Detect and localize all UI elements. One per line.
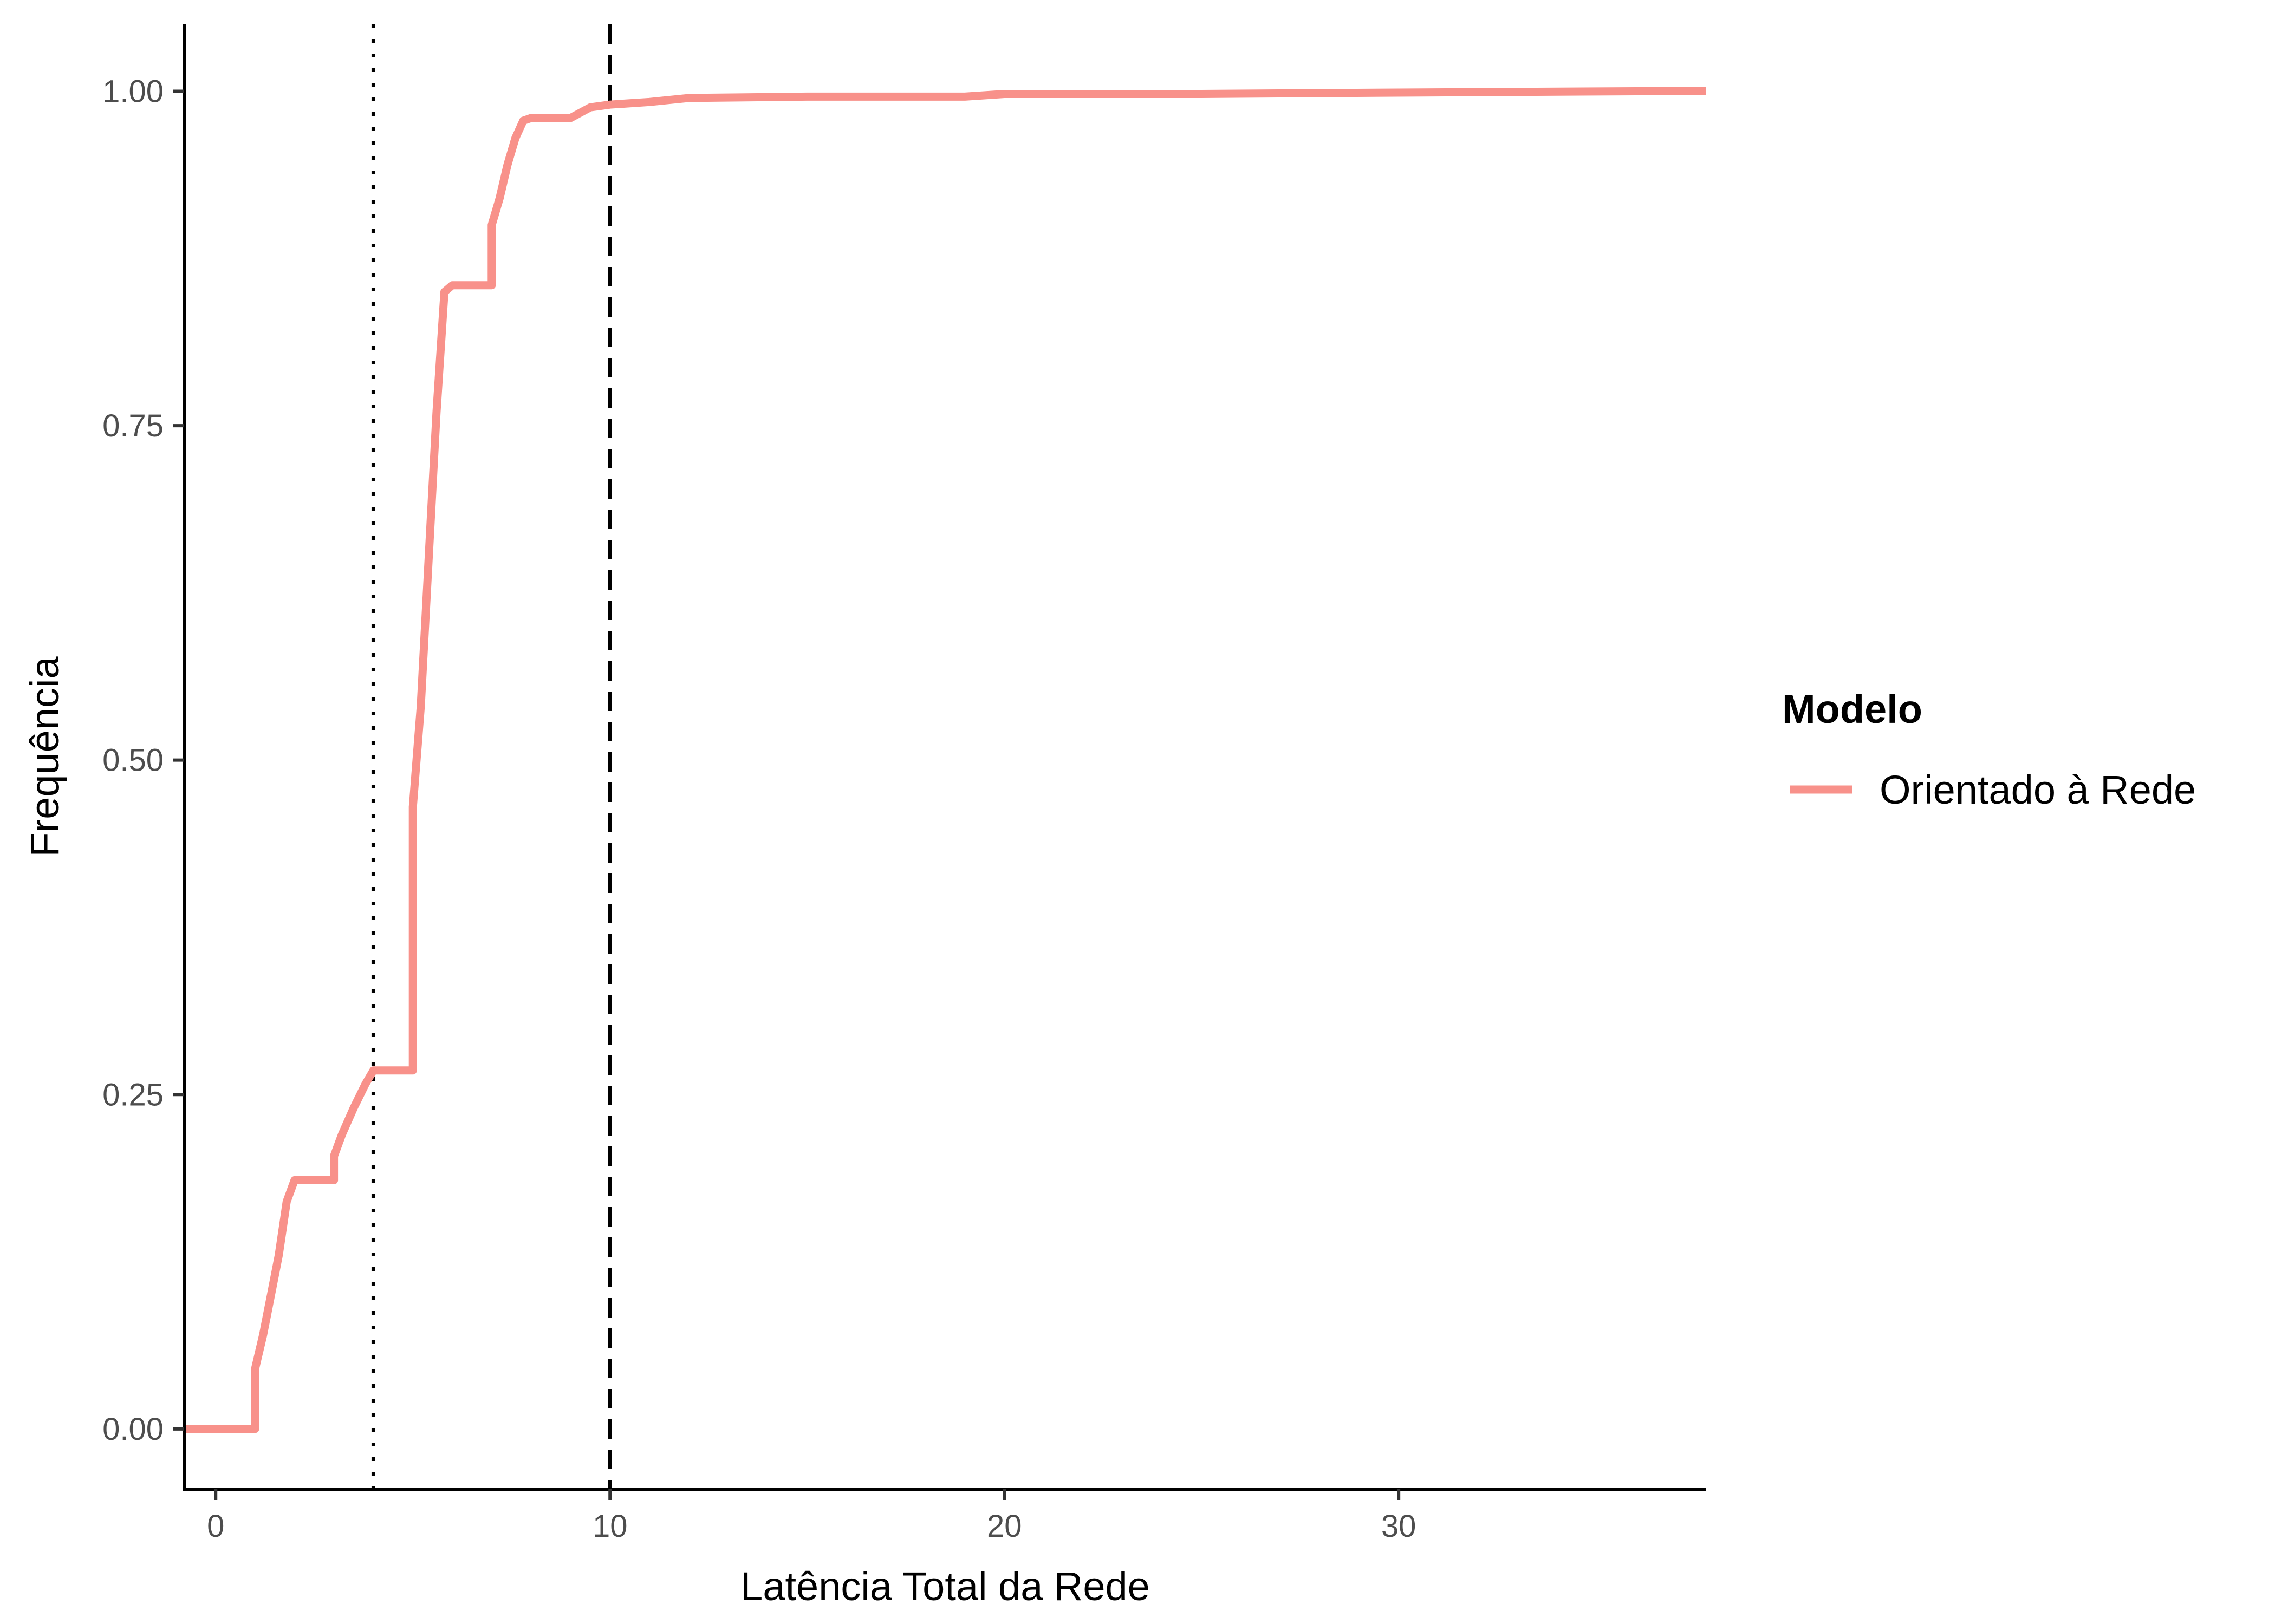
y-tick-label: 0.00 [102, 1412, 164, 1447]
series-line-0 [184, 87, 1706, 1433]
x-tick-label: 10 [593, 1509, 628, 1544]
x-tick-label: 0 [207, 1509, 224, 1544]
y-tick-label: 0.25 [102, 1077, 164, 1112]
x-axis-ticks: 0 10 20 30 [207, 1489, 1416, 1544]
legend-label: Orientado à Rede [1880, 767, 2196, 812]
x-tick-label: 30 [1381, 1509, 1416, 1544]
y-tick-label: 0.75 [102, 408, 164, 443]
y-axis-title: Frequência [22, 656, 67, 857]
x-axis-title: Latência Total da Rede [740, 1564, 1150, 1609]
legend-title: Modelo [1782, 687, 1922, 732]
y-tick-label: 1.00 [102, 74, 164, 109]
y-tick-label: 0.50 [102, 743, 164, 778]
plot-area [184, 24, 1706, 1489]
y-axis-ticks: 0.00 0.25 0.50 0.75 1.00 [102, 74, 184, 1447]
legend: Modelo Orientado à Rede [1782, 687, 2196, 812]
x-tick-label: 20 [987, 1509, 1022, 1544]
